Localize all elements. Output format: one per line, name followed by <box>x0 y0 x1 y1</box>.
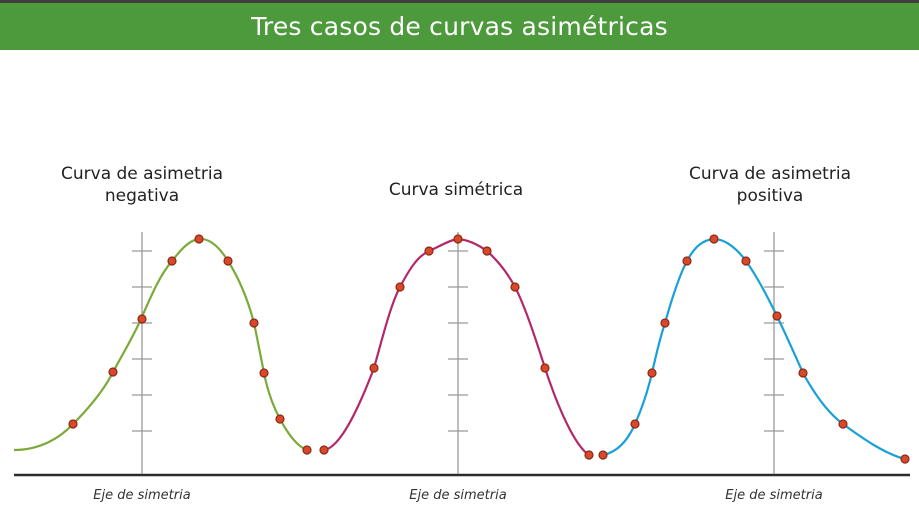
curve-positive <box>602 237 906 461</box>
axis-label-negative: Eje de simetria <box>93 488 191 503</box>
point <box>682 256 692 266</box>
point <box>598 450 608 460</box>
point <box>223 256 233 266</box>
symmetry-axis-symmetric <box>448 232 468 474</box>
point <box>510 282 520 292</box>
curve-title-positive-line1: Curva de asimetria <box>689 164 851 184</box>
curve-title-negative-line2: negativa <box>104 186 180 206</box>
point <box>319 445 329 455</box>
point <box>259 368 269 378</box>
header-banner: Tres casos de curvas asimétricas <box>0 0 919 50</box>
point <box>68 419 78 429</box>
point <box>772 311 782 321</box>
point <box>741 256 751 266</box>
point <box>302 445 312 455</box>
point <box>424 246 434 256</box>
point <box>249 318 259 328</box>
curve-title-symmetric: Curva simétrica <box>366 179 546 201</box>
curve-title-negative: Curva de asimetria negativa <box>52 163 232 207</box>
point <box>395 282 405 292</box>
curve-title-negative-line1: Curva de asimetria <box>61 164 223 184</box>
point <box>647 368 657 378</box>
curve-title-positive: Curva de asimetria positiva <box>680 163 860 207</box>
point <box>584 450 594 460</box>
point <box>453 234 463 244</box>
page-title: Tres casos de curvas asimétricas <box>251 12 668 41</box>
point <box>660 318 670 328</box>
axis-label-positive: Eje de simetria <box>725 488 823 503</box>
symmetry-axis-negative <box>132 232 152 474</box>
point <box>369 363 379 373</box>
point <box>838 419 848 429</box>
point <box>709 234 719 244</box>
point <box>108 367 118 377</box>
points-negative <box>68 234 312 455</box>
point <box>275 414 285 424</box>
curve-title-symmetric-line1: Curva simétrica <box>388 180 524 200</box>
points-positive <box>598 234 910 464</box>
points-symmetric <box>319 234 594 460</box>
point <box>137 314 147 324</box>
curve-title-positive-line2: positiva <box>736 186 804 206</box>
curve-negative <box>13 237 308 452</box>
point <box>482 246 492 256</box>
curve-symmetric <box>323 237 590 456</box>
point <box>167 256 177 266</box>
point <box>540 363 550 373</box>
point <box>798 368 808 378</box>
axis-label-symmetric: Eje de simetria <box>409 488 507 503</box>
symmetry-axis-positive <box>764 232 784 474</box>
point <box>900 454 910 464</box>
point <box>630 419 640 429</box>
point <box>194 234 204 244</box>
